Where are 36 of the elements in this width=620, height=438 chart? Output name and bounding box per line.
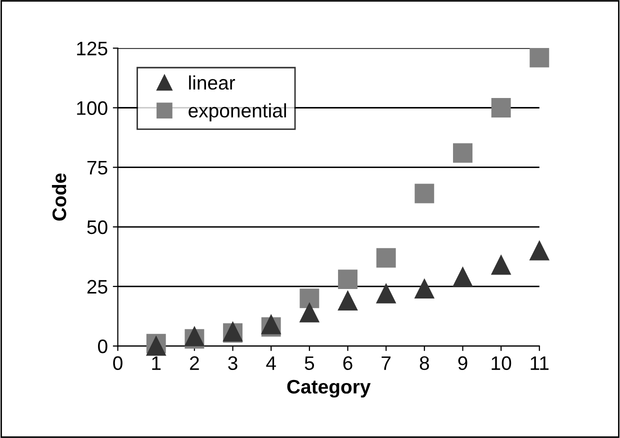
y-tick-label: 25 — [87, 280, 108, 294]
y-axis-title: Code — [52, 173, 66, 221]
x-tick-label: 9 — [458, 356, 468, 370]
point — [530, 240, 550, 260]
x-tick-label: 1 — [152, 356, 161, 370]
x-tick-label: 2 — [190, 356, 199, 370]
point — [414, 279, 434, 299]
x-axis-title: Category — [287, 380, 371, 398]
point — [453, 143, 472, 163]
legend-label: linear — [189, 75, 236, 90]
point — [300, 302, 320, 322]
point — [338, 291, 358, 310]
x-tick-label: 0 — [113, 356, 122, 370]
x-tick-label: 5 — [304, 356, 314, 370]
point — [453, 267, 472, 287]
point — [491, 255, 511, 275]
x-tick-label: 4 — [266, 356, 276, 370]
point — [530, 48, 550, 68]
x-tick-label: 6 — [343, 356, 352, 370]
y-tick-label: 0 — [98, 339, 108, 354]
x-tick-label: 7 — [382, 356, 391, 370]
x-tick-label: 10 — [492, 356, 512, 370]
y-tick-label: 100 — [77, 101, 108, 115]
point — [338, 270, 358, 290]
point — [376, 284, 396, 304]
legend-label: exponential — [188, 103, 286, 122]
x-tick-label: 3 — [228, 356, 238, 370]
point — [491, 98, 511, 118]
x-tick-label: 11 — [530, 356, 549, 370]
y-tick-label: 125 — [77, 42, 108, 56]
y-tick-label: 75 — [87, 160, 108, 175]
point — [300, 288, 320, 308]
point — [414, 184, 434, 204]
y-tick-label: 50 — [87, 220, 108, 234]
point — [376, 248, 396, 268]
x-tick-label: 8 — [420, 356, 429, 370]
